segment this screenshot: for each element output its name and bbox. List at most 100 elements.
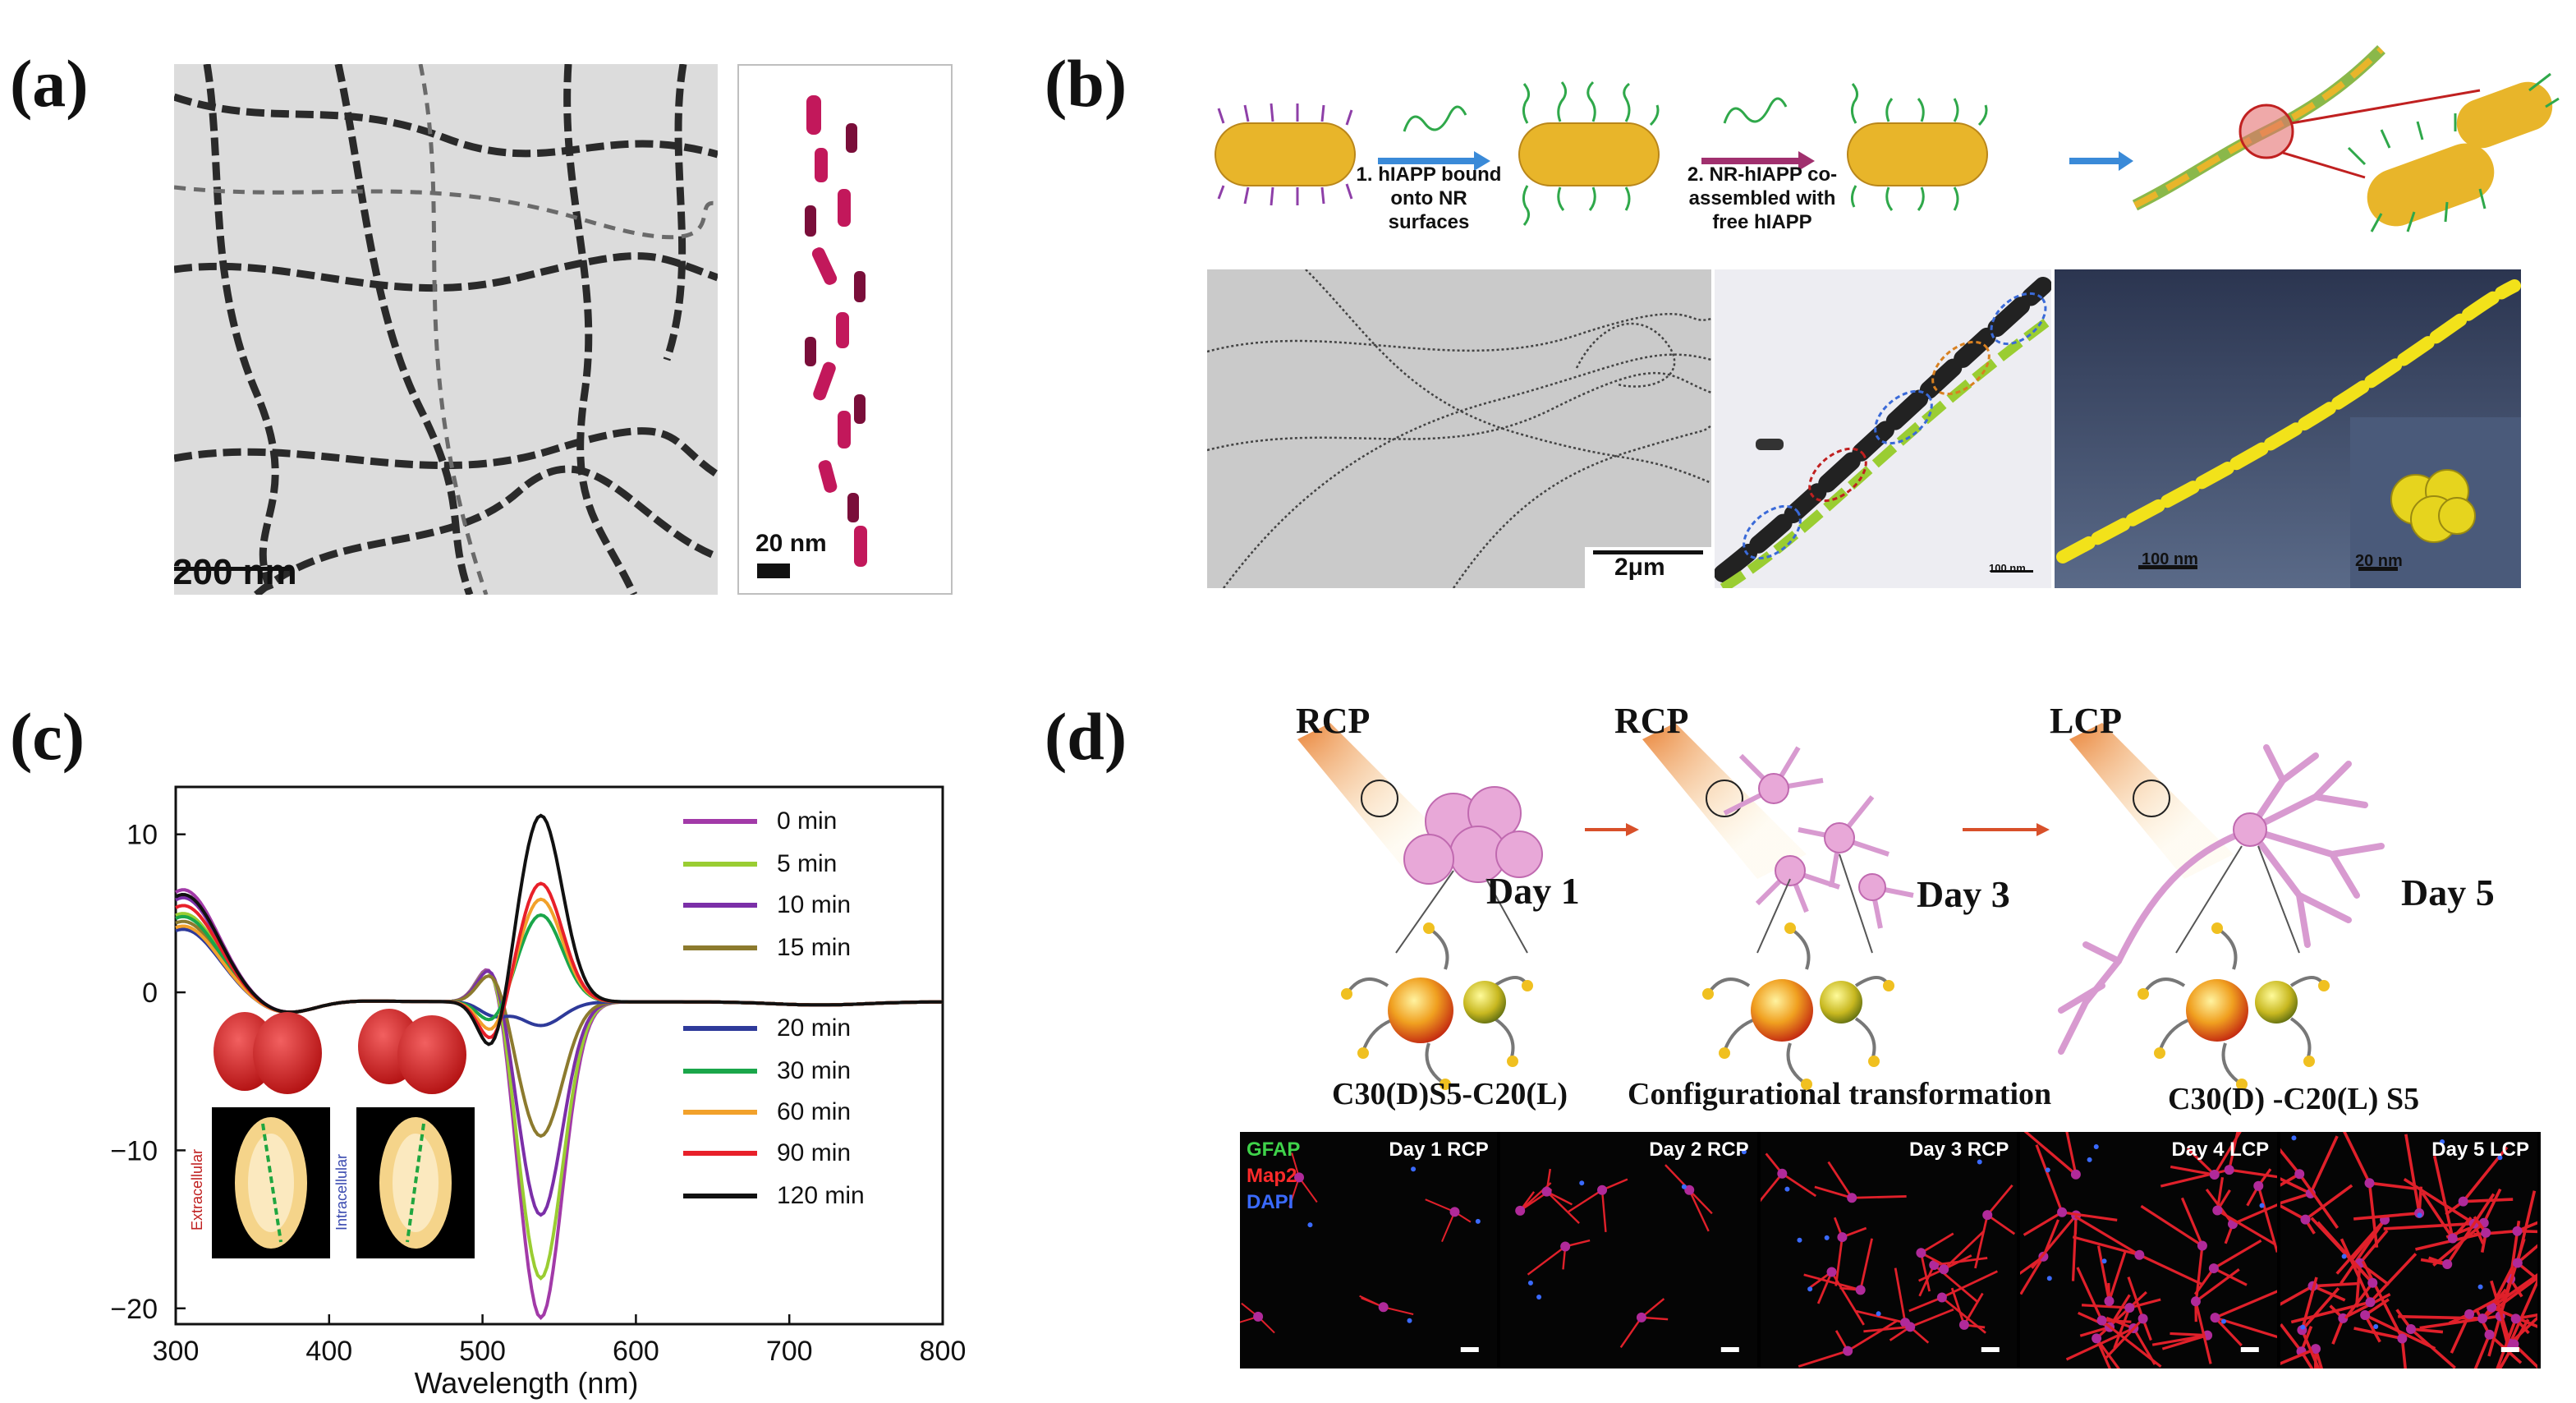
scale-bar	[1991, 570, 2033, 573]
step-2-text: 2. NR-hIAPP co-assembled with free hIAPP	[1687, 163, 1838, 233]
inset-label-extracellular: Extracellular	[189, 1148, 205, 1230]
inset-scale-label: 20 nm	[755, 530, 827, 557]
legend-entry: 5 min	[683, 844, 837, 884]
legend-swatch	[683, 1026, 757, 1031]
tem-image-nanorod-network: 200 nm	[174, 64, 718, 595]
red-blood-cell-illustration	[212, 1009, 475, 1258]
legend-swatch	[683, 1110, 757, 1115]
fluorescence-image-strip: Day 1 RCP Day 2 RCP Day 3 RCP Day 4 LCP Day …	[1240, 1132, 2541, 1368]
legend-label: 90 min	[777, 1139, 852, 1166]
fibril-strands	[1207, 269, 1711, 588]
day-label-1: Day 1	[1486, 870, 1580, 912]
cd-series-line	[175, 813, 943, 1046]
x-tick-label: 300	[153, 1336, 200, 1367]
legend-entry: 30 min	[683, 1051, 851, 1091]
scale-bar-label: 200 nm	[174, 552, 297, 592]
legend-entry: 60 min	[683, 1092, 851, 1132]
erythrocyte-inset: Extracellular Intracellular	[189, 1000, 483, 1263]
y-tick-label: 0	[142, 978, 158, 1009]
fluorescence-panel: Day 4 LCP	[2020, 1132, 2278, 1368]
legend-label: 60 min	[777, 1098, 852, 1125]
fluorescence-panel: Day 1 RCP	[1240, 1132, 1497, 1368]
step-1-text: 1. hIAPP bound onto NR surfaces	[1356, 163, 1502, 233]
fluorescence-panel-label: Day 4 LCP	[2171, 1138, 2270, 1161]
day-label-2: Day 3	[1917, 873, 2010, 915]
assembly-schematic	[1215, 45, 2560, 232]
scale-bar	[174, 567, 289, 571]
fluorescence-panel-label: Day 3 RCP	[1909, 1138, 2009, 1161]
fluorescence-panel: Day 3 RCP	[1760, 1132, 2018, 1368]
tem-image-fibrils: 2μm	[1207, 269, 1711, 588]
legend-label: 20 min	[777, 1014, 852, 1042]
legend-swatch	[683, 1069, 757, 1074]
x-axis-label: Wavelength (nm)	[415, 1366, 639, 1400]
legend-swatch	[683, 903, 757, 908]
x-tick-label: 600	[613, 1336, 659, 1367]
magnified-assembly	[2347, 72, 2560, 232]
x-tick-label: 400	[305, 1336, 352, 1367]
legend-swatch	[683, 945, 757, 950]
gold-nanorod-2	[1518, 80, 1660, 226]
inset-scale-label: 20 nm	[2355, 552, 2403, 570]
inset-scale-bar	[2358, 567, 2398, 571]
inset-scale-bar	[757, 564, 790, 578]
legend-entry: 0 min	[683, 802, 837, 841]
legend-label: 5 min	[777, 850, 838, 877]
chiral-np-assembly-3	[2137, 922, 2330, 1090]
fluorescence-panel: Day 5 LCP	[2280, 1132, 2537, 1368]
y-tick-label: 10	[126, 820, 158, 851]
panel-c-label: (c)	[10, 699, 85, 774]
scale-bar-label: 100 nm	[2142, 550, 2198, 568]
day-label-3: Day 5	[2401, 872, 2495, 913]
legend-label: 10 min	[777, 891, 852, 918]
y-tick-label: −20	[110, 1294, 158, 1325]
legend-label: 0 min	[777, 807, 838, 835]
panel-b-label: (b)	[1045, 46, 1127, 121]
panel-a-label: (a)	[10, 46, 89, 121]
legend-entry: 120 min	[683, 1176, 865, 1216]
gold-nanorod-1	[1215, 103, 1356, 206]
3d-chain-reconstruction	[2055, 269, 2521, 588]
molecule-label-2: Configurational transformation	[1628, 1077, 2052, 1111]
molecule-label-3: C30(D) -C20(L) S5	[2168, 1082, 2420, 1116]
gold-nanorod-3	[1847, 83, 1988, 211]
polarization-label-2: RCP	[1614, 701, 1689, 741]
x-tick-label: 800	[920, 1336, 967, 1367]
tem-fibril-network	[174, 64, 718, 595]
legend-entry: 15 min	[683, 928, 851, 968]
legend-swatch	[683, 1151, 757, 1156]
x-tick-label: 500	[459, 1336, 506, 1367]
cd-spectra-chart: 300 400 500 600 700 800 10 0 −10 −20 Wavelength (n…	[110, 785, 967, 1400]
legend-swatch	[683, 819, 757, 824]
x-tick-label: 700	[766, 1336, 813, 1367]
fluorescence-panel-label: Day 2 RCP	[1649, 1138, 1749, 1161]
neural-differentiation-schematic	[1297, 723, 2385, 1090]
legend-entry: 90 min	[683, 1134, 851, 1173]
legend-gfap: GFAP	[1247, 1138, 1301, 1161]
scale-bar	[2138, 565, 2197, 569]
legend-map2: Map2	[1247, 1165, 1297, 1187]
fluorescence-panel-label: Day 5 LCP	[2431, 1138, 2529, 1161]
tomography-inset: 20 nm	[737, 64, 953, 595]
inset-label-intracellular: Intracellular	[333, 1153, 350, 1230]
scale-bar-label: 100 nm	[1989, 562, 2026, 574]
legend-entry: 10 min	[683, 886, 851, 925]
legend-swatch	[683, 862, 757, 867]
legend-label: 30 min	[777, 1057, 852, 1084]
legend-swatch	[683, 1194, 757, 1198]
helical-nanorod-assembly	[805, 95, 867, 567]
fluorescence-panel-label: Day 1 RCP	[1389, 1138, 1489, 1161]
fluorescence-panel: Day 2 RCP	[1499, 1132, 1757, 1368]
y-tick-label: −10	[110, 1135, 158, 1166]
chiral-np-assembly-1	[1341, 922, 1533, 1090]
polarization-label-1: RCP	[1296, 701, 1371, 741]
polarization-label-3: LCP	[2050, 701, 2122, 741]
plot-frame	[174, 785, 944, 1326]
legend-label: 15 min	[777, 934, 852, 961]
panel-d-label: (d)	[1045, 699, 1127, 774]
helical-chain	[1715, 269, 2051, 588]
tem-image-helical-chain: 100 nm	[1715, 269, 2051, 588]
molecule-label-1: C30(D)S5-C20(L)	[1332, 1077, 1568, 1111]
chiral-np-assembly-2	[1702, 922, 1894, 1090]
legend-dapi: DAPI	[1247, 1191, 1294, 1213]
